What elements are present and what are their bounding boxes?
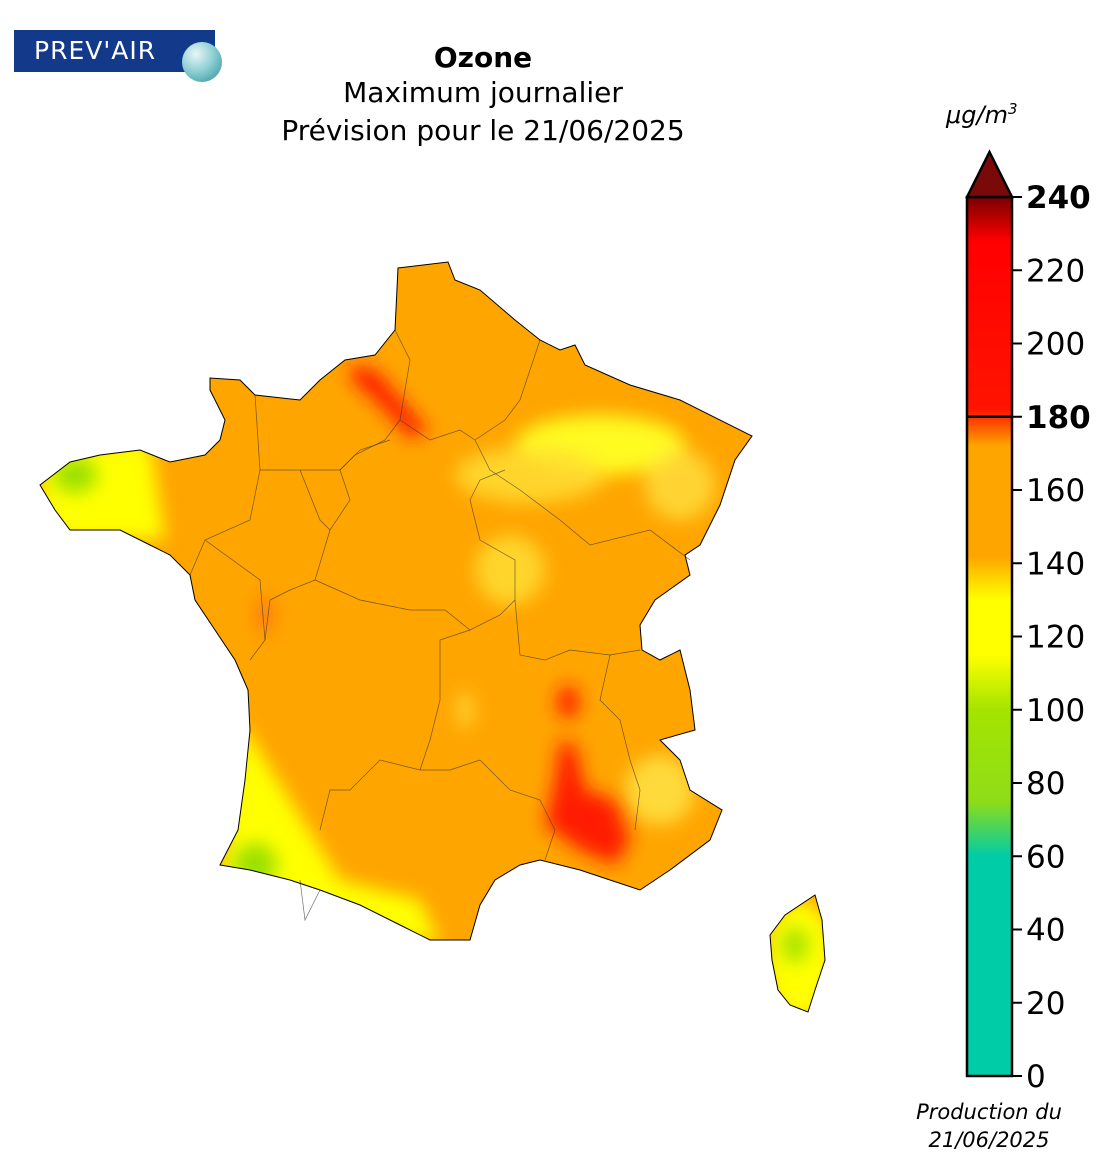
unit-label: μg/m3 [946, 100, 1018, 129]
globe-icon [182, 42, 222, 82]
colorbar-scale [965, 195, 1014, 1078]
ozone-zone-alsace [645, 450, 715, 520]
title-block: Ozone Maximum journalier Prévision pour … [230, 42, 736, 150]
colorbar-ticks: 0 20 40 60 80 100 120 140 160 180 200 220 240 [1012, 180, 1091, 1095]
colorbar-tick-label: 220 [1026, 253, 1085, 289]
ozone-zone-burgundy [475, 535, 545, 605]
colorbar-tick-label: 160 [1026, 473, 1085, 509]
production-date-value: 21/06/2025 [928, 1128, 1050, 1152]
unit-exponent: 3 [1007, 100, 1018, 118]
ozone-zone-vendee [259, 597, 271, 633]
colorbar-tick-label: 200 [1026, 327, 1085, 363]
map-subtitle: Maximum journalier [343, 76, 623, 109]
prevair-logo: PREV'AIR [14, 30, 222, 82]
colorbar-tick-label: 80 [1026, 766, 1065, 802]
colorbar-tick-label: 100 [1026, 693, 1085, 729]
map-title: Ozone [433, 41, 533, 74]
ozone-zone-provence [625, 755, 695, 825]
colorbar-tick-label: 20 [1026, 986, 1065, 1022]
coastline [39, 261, 826, 1013]
ozone-base-layer [40, 262, 825, 1012]
colorbar-tick-label: 60 [1026, 839, 1065, 875]
colorbar-tick-label: 240 [1026, 180, 1091, 216]
colorbar-tick-label: 120 [1026, 620, 1085, 656]
colorbar: 0 20 40 60 80 100 120 140 160 180 200 220 240 [964, 149, 1091, 1095]
forecast-date: Prévision pour le 21/06/2025 [281, 114, 685, 147]
france-map [39, 261, 826, 1013]
production-date: Production du 21/06/2025 [898, 1098, 1080, 1154]
ozone-zone-finistere [53, 457, 97, 493]
ozone-zone-auvergne [457, 690, 473, 730]
colorbar-tick-label: 180 [1026, 400, 1091, 436]
unit-base: μg/m [946, 101, 1008, 129]
ozone-zone-landes [233, 843, 277, 887]
ozone-zone-corsica-green [781, 927, 809, 963]
ozone-zone-east [455, 447, 605, 503]
ozone-zone-lyon [557, 686, 579, 718]
colorbar-tick-label: 140 [1026, 546, 1085, 582]
colorbar-extend-arrow [964, 149, 1015, 199]
logo-text: PREV'AIR [34, 36, 157, 65]
colorbar-tick-label: 40 [1026, 913, 1065, 949]
colorbar-tick-label: 0 [1026, 1059, 1046, 1095]
ozone-zone-rhone-valley [545, 740, 630, 865]
ozone-zone-seine-estuary [350, 365, 428, 438]
region-borders [189, 329, 691, 922]
production-label: Production du [916, 1100, 1062, 1124]
